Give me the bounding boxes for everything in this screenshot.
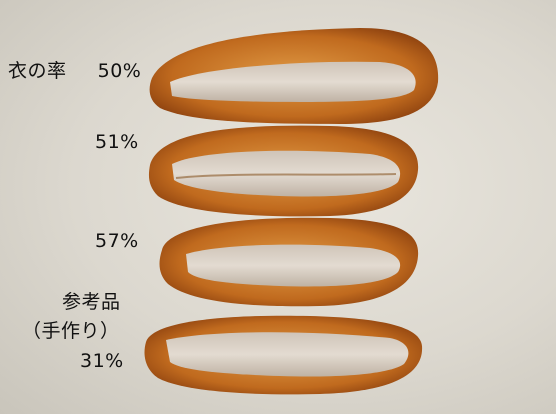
- cutlet-2: [148, 125, 419, 217]
- cutlet-1: [149, 28, 439, 124]
- cutlet-3: [159, 217, 419, 307]
- reference-label-line1: 参考品: [62, 291, 121, 313]
- cutlet-4-reference: [144, 315, 423, 395]
- cutlet-1-percentage: 50%: [97, 60, 142, 82]
- cutlet-2-percentage: 51%: [95, 131, 139, 153]
- reference-percentage: 31%: [80, 350, 124, 372]
- ratio-title-label: 衣の率 50%: [8, 62, 141, 81]
- reference-label-line2: （手作り）: [22, 320, 120, 342]
- cutlet-3-percentage: 57%: [95, 230, 139, 252]
- ratio-title: 衣の率: [8, 60, 67, 82]
